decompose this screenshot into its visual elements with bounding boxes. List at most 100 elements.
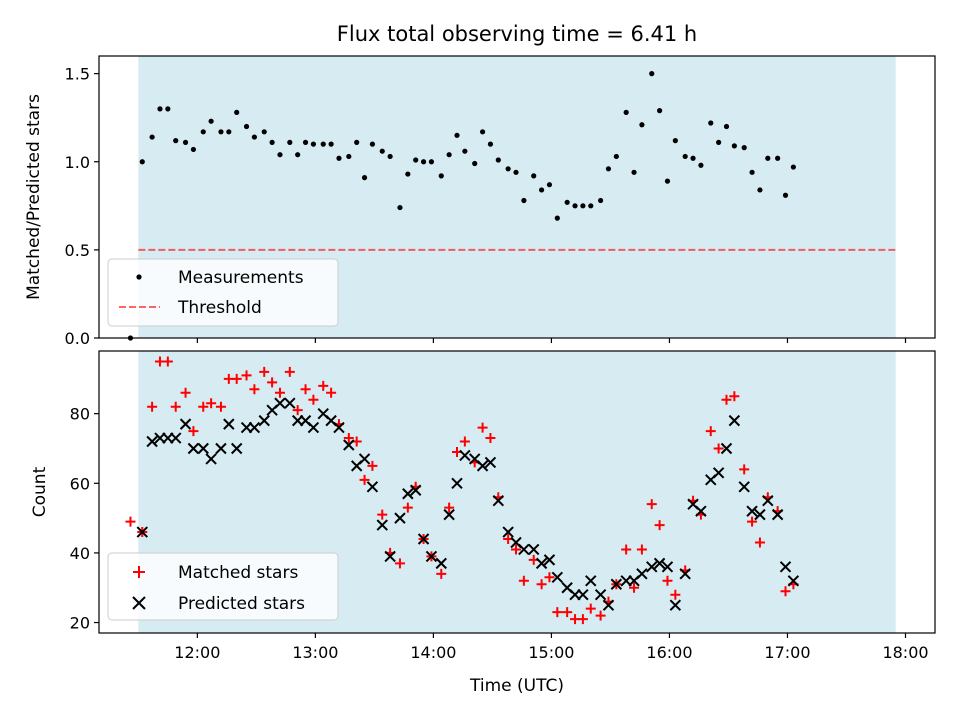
matched-stars-point xyxy=(721,394,732,405)
measurements-point xyxy=(157,106,163,112)
predicted-stars-point xyxy=(425,550,438,563)
bottom-legend: Matched stars Predicted stars xyxy=(107,552,339,621)
predicted-stars-point xyxy=(205,453,217,465)
predicted-stars-point xyxy=(585,575,597,587)
matched-stars-point xyxy=(300,384,311,395)
matched-stars-point xyxy=(359,474,370,485)
matched-stars-point xyxy=(284,366,295,377)
x-axis-label: Time (UTC) xyxy=(469,676,564,696)
matched-stars-point xyxy=(180,387,191,398)
predicted-stars-point xyxy=(754,508,766,521)
y-tick-label: 1.0 xyxy=(65,153,90,172)
predicted-stars-point xyxy=(551,571,564,584)
bottom-x-ticks: 12:00 13:00 14:00 15:00 16:00 17:00 18:00 xyxy=(174,633,929,662)
predicted-stars-point xyxy=(223,418,235,430)
matched-stars-point xyxy=(267,377,278,388)
matched-stars-point xyxy=(636,544,647,555)
matched-stars-point xyxy=(754,537,765,548)
x-tick-label: 16:00 xyxy=(646,643,692,662)
predicted-stars-point xyxy=(492,494,505,507)
measurements-point xyxy=(546,182,553,188)
measurements-point xyxy=(397,204,403,211)
measurements-point xyxy=(251,134,257,140)
matched-stars-point xyxy=(739,464,750,475)
y-tick-label: 20 xyxy=(70,614,90,633)
measurements-point xyxy=(328,141,334,147)
predicted-stars-point xyxy=(594,588,607,601)
legend-label-predicted-stars: Predicted stars xyxy=(178,594,305,614)
predicted-stars-point xyxy=(136,526,148,538)
matched-stars-point xyxy=(562,607,573,618)
matched-stars-point xyxy=(249,384,260,395)
top-x-ticks xyxy=(196,338,907,343)
measurements-point xyxy=(757,187,763,193)
y-tick-label: 80 xyxy=(70,405,90,424)
measurements-point xyxy=(495,157,501,163)
y-tick-label: 40 xyxy=(70,544,90,563)
predicted-stars-point xyxy=(230,442,243,455)
measurements-point xyxy=(731,143,737,149)
bottom-y-axis-label: Count xyxy=(30,466,50,517)
measurements-point xyxy=(790,164,796,170)
matched-stars-point xyxy=(206,398,217,409)
measurements-point xyxy=(639,122,645,128)
measurements-point xyxy=(149,134,155,140)
matched-stars-point xyxy=(713,443,724,454)
measurements-point xyxy=(487,141,494,147)
x-tick-label: 17:00 xyxy=(764,643,810,662)
matched-stars-point xyxy=(705,426,716,437)
measurements-point xyxy=(354,139,360,145)
measurements-point xyxy=(782,192,789,198)
measurements-point xyxy=(664,178,671,184)
matched-stars-point xyxy=(629,582,640,593)
bottom-axes-frame xyxy=(98,350,936,634)
predicted-stars-point xyxy=(528,543,540,556)
top-panel: 0.0 0.5 1.0 1.5 Matched/Predicted stars Mea… xyxy=(24,55,936,348)
matched-stars-point xyxy=(231,373,242,384)
predicted-stars-point xyxy=(771,508,784,521)
measurements-point xyxy=(277,152,283,158)
x-tick-label: 15:00 xyxy=(528,643,574,662)
matched-stars-point xyxy=(377,509,388,520)
matched-stars-point xyxy=(259,366,270,377)
predicted-stars-point xyxy=(484,456,497,469)
predicted-stars-point xyxy=(358,453,371,465)
measurements-point xyxy=(708,120,714,126)
matched-stars-point xyxy=(147,401,158,412)
measurements-point xyxy=(649,71,655,77)
measurements-point xyxy=(672,138,678,144)
measurements-point xyxy=(479,129,486,135)
y-tick-label: 0.5 xyxy=(65,241,90,260)
predicted-stars-point xyxy=(435,557,447,570)
predicted-stars-point xyxy=(679,568,691,580)
measurements-point xyxy=(741,145,747,151)
measurements-point xyxy=(462,148,468,154)
matched-stars-point xyxy=(747,516,758,527)
predicted-stars-point xyxy=(602,599,615,611)
top-marks xyxy=(127,71,896,341)
predicted-stars-point xyxy=(661,561,674,573)
matched-stars-point xyxy=(308,394,319,405)
matched-stars-point xyxy=(318,380,329,391)
predicted-stars-point xyxy=(274,397,286,409)
measurements-point xyxy=(598,197,604,204)
measurements-point xyxy=(413,157,419,163)
matched-stars-point xyxy=(670,589,681,600)
predicted-stars-point xyxy=(451,477,463,490)
predicted-stars-point xyxy=(179,418,192,430)
predicted-stars-point xyxy=(762,494,774,507)
predicted-stars-point xyxy=(402,488,414,500)
measurements-point xyxy=(438,173,444,179)
measurements-point xyxy=(165,106,171,112)
matched-stars-point xyxy=(274,387,285,398)
measurements-point xyxy=(428,159,435,165)
legend-label-threshold: Threshold xyxy=(177,298,262,318)
measurements-point xyxy=(361,175,368,181)
matched-stars-point xyxy=(552,607,563,618)
measurements-point xyxy=(513,169,519,175)
predicted-stars-point xyxy=(518,543,530,556)
measurements-point xyxy=(346,153,352,160)
predicted-stars-point xyxy=(248,421,261,434)
matched-stars-point xyxy=(402,502,413,513)
